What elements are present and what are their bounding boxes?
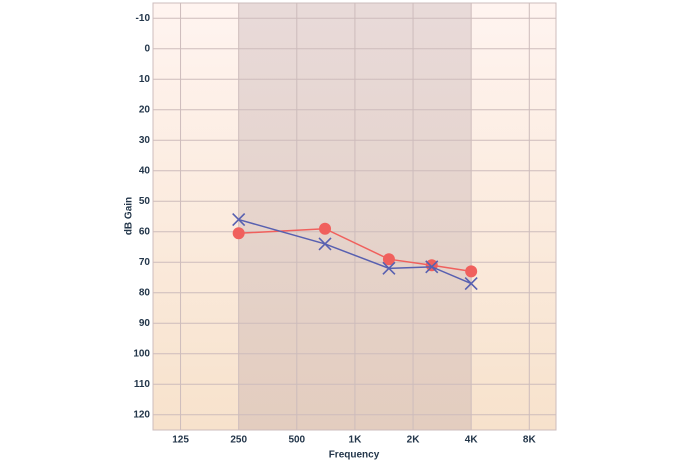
plot-frame (152, 2, 557, 431)
x-tick-label: 8K (523, 435, 537, 446)
x-tick-label: 2K (407, 435, 421, 446)
y-tick-label: 60 (139, 226, 151, 237)
x-tick-label: 500 (288, 435, 305, 446)
data-point (382, 253, 395, 266)
y-tick-label: 80 (139, 287, 151, 298)
y-tick-label: 120 (133, 409, 150, 420)
y-tick-label: 20 (139, 104, 151, 115)
x-tick-label: 1K (349, 435, 363, 446)
data-point (319, 222, 332, 235)
y-tick-label: 40 (139, 165, 151, 176)
data-point (232, 227, 245, 240)
y-tick-label: 30 (139, 135, 151, 146)
x-axis-label: Frequency (329, 450, 380, 461)
y-tick-label: 50 (139, 196, 151, 207)
x-tick-label: 125 (172, 435, 189, 446)
data-point (465, 265, 478, 278)
y-tick-label: 0 (144, 43, 150, 54)
data-point (232, 212, 246, 227)
data-point (425, 260, 439, 274)
data-point (318, 237, 332, 251)
y-axis-label: dB Gain (124, 197, 135, 235)
y-tick-label: 100 (133, 348, 150, 359)
x-tick-label: 250 (230, 435, 247, 446)
y-tick-label: 70 (139, 257, 151, 268)
y-tick-label: -10 (136, 13, 151, 24)
y-tick-label: 10 (139, 74, 151, 85)
data-point (425, 259, 438, 272)
y-tick-label: 110 (134, 379, 151, 390)
data-point (464, 277, 478, 291)
y-tick-label: 90 (139, 318, 151, 329)
data-point (382, 261, 396, 275)
x-tick-label: 4K (465, 435, 479, 446)
